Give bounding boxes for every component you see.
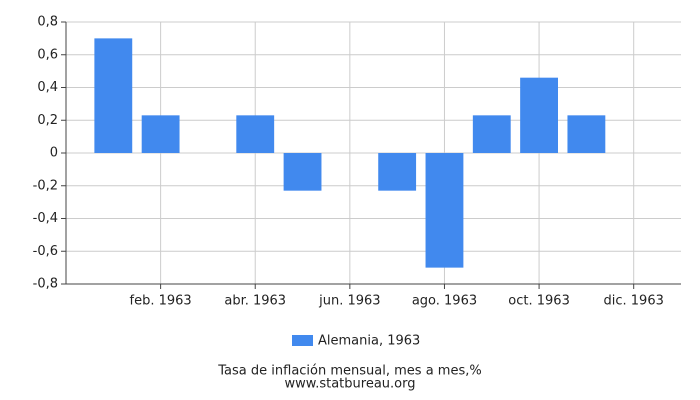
x-tick-label: abr. 1963 xyxy=(224,294,286,309)
bar xyxy=(94,38,133,153)
y-tick-label: -0,6 xyxy=(33,244,58,259)
x-tick-label: dic. 1963 xyxy=(604,294,664,309)
legend-label: Alemania, 1963 xyxy=(318,334,420,349)
y-tick-label: -0,8 xyxy=(33,277,58,292)
y-tick-label: 0,2 xyxy=(37,113,58,128)
x-tick-label: oct. 1963 xyxy=(508,294,570,309)
x-tick-label: feb. 1963 xyxy=(130,294,192,309)
y-tick-label: 0,6 xyxy=(37,47,58,62)
bar xyxy=(425,153,464,268)
y-tick-label: 0 xyxy=(50,146,58,161)
y-tick-label: -0,4 xyxy=(33,211,58,226)
bar xyxy=(520,77,558,153)
source: www.statbureau.org xyxy=(285,377,416,392)
x-tick-label: ago. 1963 xyxy=(412,294,477,309)
y-tick-label: 0,8 xyxy=(37,15,58,30)
bar xyxy=(378,153,417,191)
bar xyxy=(141,115,180,153)
legend-swatch xyxy=(292,335,313,346)
bar xyxy=(283,153,322,191)
caption: Tasa de inflación mensual, mes a mes,% xyxy=(217,364,481,379)
bar xyxy=(567,115,606,153)
bar xyxy=(472,115,511,153)
y-tick-label: -0,2 xyxy=(33,178,58,193)
y-tick-label: 0,4 xyxy=(37,80,58,95)
x-tick-label: jun. 1963 xyxy=(318,294,380,309)
bar xyxy=(236,115,275,153)
